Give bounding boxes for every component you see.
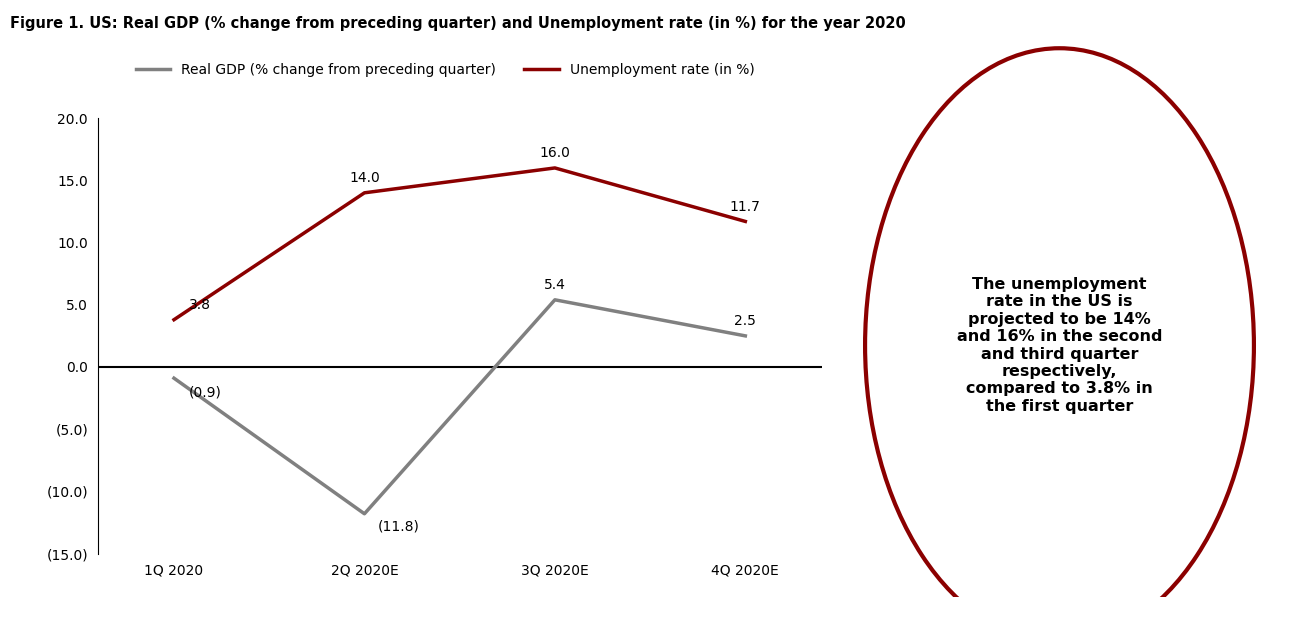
Legend: Real GDP (% change from preceding quarter), Unemployment rate (in %): Real GDP (% change from preceding quarte… — [130, 58, 760, 83]
Text: 11.7: 11.7 — [730, 200, 760, 214]
Text: (11.8): (11.8) — [378, 520, 420, 534]
Text: 2.5: 2.5 — [734, 314, 756, 328]
Text: 14.0: 14.0 — [349, 171, 379, 185]
Text: (0.9): (0.9) — [189, 386, 222, 400]
Text: 5.4: 5.4 — [544, 278, 566, 292]
Text: The unemployment
rate in the US is
projected to be 14%
and 16% in the second
and: The unemployment rate in the US is proje… — [957, 277, 1162, 414]
Text: Figure 1. US: Real GDP (% change from preceding quarter) and Unemployment rate (: Figure 1. US: Real GDP (% change from pr… — [10, 16, 906, 30]
Text: 3.8: 3.8 — [189, 298, 211, 312]
Text: 16.0: 16.0 — [540, 146, 570, 160]
